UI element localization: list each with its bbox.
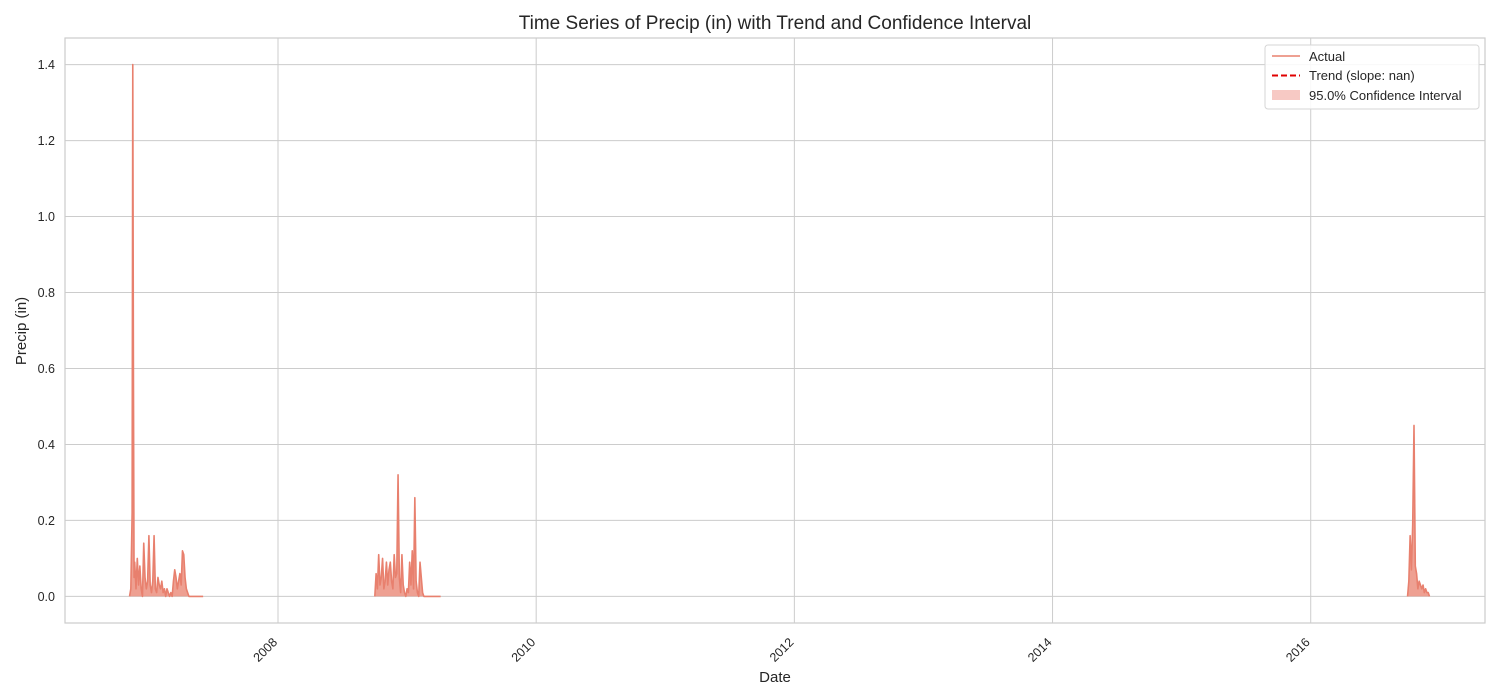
chart-title: Time Series of Precip (in) with Trend an… — [519, 13, 1032, 34]
legend-ci-swatch — [1272, 90, 1300, 100]
y-tick-label: 0.4 — [38, 438, 55, 452]
y-tick-label: 1.2 — [38, 134, 55, 148]
grid-lines — [65, 38, 1485, 623]
y-axis-label: Precip (in) — [13, 297, 30, 365]
y-tick-label: 0.8 — [38, 286, 55, 300]
series-line — [1406, 424, 1431, 597]
series-line — [128, 63, 204, 598]
series-area — [1407, 425, 1430, 597]
x-axis-label: Date — [759, 669, 791, 686]
legend-actual-label: Actual — [1309, 49, 1345, 64]
y-tick-label: 1.4 — [38, 58, 55, 72]
legend-box — [1264, 44, 1480, 110]
y-tick-label: 1.0 — [38, 210, 55, 224]
actual-series — [128, 63, 1431, 598]
series-area — [374, 474, 441, 597]
legend-trend-label: Trend (slope: nan) — [1309, 68, 1415, 83]
plot-area-frame — [64, 37, 1486, 624]
y-tick-label: 0.6 — [38, 362, 55, 376]
plot-area-background — [65, 38, 1485, 623]
y-tick-label: 0.2 — [38, 514, 55, 528]
series-line — [374, 474, 441, 598]
y-tick-labels: 0.0 0.2 0.4 0.6 0.8 1.0 1.2 1.4 — [38, 58, 55, 604]
legend: Actual Trend (slope: nan) 95.0% Confiden… — [1264, 44, 1480, 110]
y-tick-label: 0.0 — [38, 590, 55, 604]
legend-ci-label: 95.0% Confidence Interval — [1309, 88, 1462, 103]
